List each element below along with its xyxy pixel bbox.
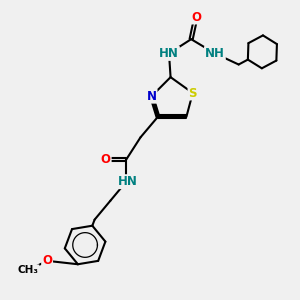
Text: HN: HN: [118, 175, 138, 188]
Text: O: O: [42, 254, 52, 267]
Text: HN: HN: [159, 47, 179, 60]
Text: NH: NH: [205, 47, 225, 60]
Text: O: O: [191, 11, 201, 23]
Text: S: S: [188, 86, 197, 100]
Text: O: O: [101, 153, 111, 166]
Text: N: N: [147, 90, 157, 103]
Text: CH₃: CH₃: [18, 265, 39, 275]
